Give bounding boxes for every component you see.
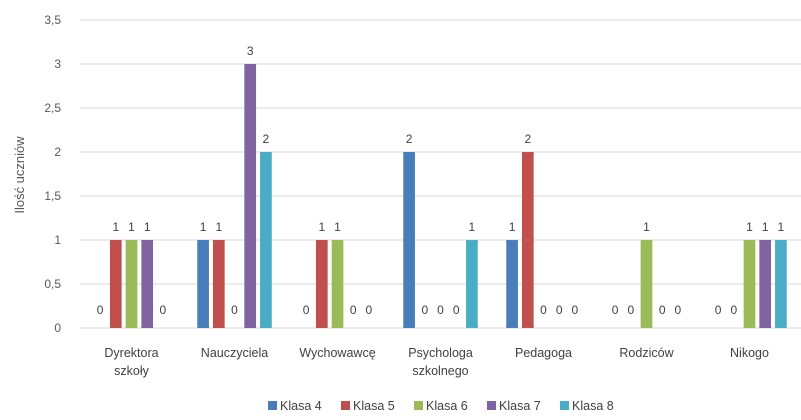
legend-swatch bbox=[341, 401, 350, 410]
x-axis-categories: Dyrektora szkoły Nauczyciela Wychowawcę Psyc… bbox=[104, 346, 769, 378]
legend-swatch bbox=[560, 401, 569, 410]
y-tick-label: 1,5 bbox=[44, 189, 61, 203]
y-tick-label: 0 bbox=[54, 321, 61, 335]
data-label: 0 bbox=[350, 303, 357, 317]
bar bbox=[109, 240, 122, 328]
bar bbox=[775, 240, 787, 328]
legend-swatch bbox=[268, 401, 277, 410]
data-label: 0 bbox=[303, 303, 310, 317]
data-label: 0 bbox=[437, 303, 444, 317]
data-label: 1 bbox=[334, 220, 341, 234]
data-label: 1 bbox=[746, 220, 753, 234]
bar bbox=[466, 240, 478, 328]
bar bbox=[331, 240, 344, 328]
data-label: 0 bbox=[659, 303, 666, 317]
bar bbox=[640, 240, 653, 328]
bar bbox=[141, 240, 154, 328]
category-label: Dyrektora bbox=[104, 346, 158, 360]
category-label: Nauczyciela bbox=[201, 346, 268, 360]
y-tick-label: 0,5 bbox=[44, 277, 61, 291]
bar bbox=[759, 240, 772, 328]
data-label: 1 bbox=[509, 220, 516, 234]
y-axis-ticks: 0 0,5 1 1,5 2 2,5 3 3,5 bbox=[44, 13, 61, 335]
data-label: 1 bbox=[128, 220, 135, 234]
data-label: 1 bbox=[200, 220, 207, 234]
category-label: Rodziców bbox=[619, 346, 674, 360]
data-label: 0 bbox=[612, 303, 619, 317]
category-label: szkoły bbox=[114, 364, 149, 378]
category-label: Wychowawcę bbox=[299, 346, 375, 360]
data-label: 0 bbox=[675, 303, 682, 317]
data-label: 1 bbox=[778, 220, 785, 234]
data-label: 0 bbox=[160, 303, 167, 317]
data-label: 3 bbox=[247, 44, 254, 58]
bars bbox=[109, 64, 787, 328]
y-tick-label: 3,5 bbox=[44, 13, 61, 27]
category-label: Psychologa bbox=[408, 346, 473, 360]
data-label: 0 bbox=[453, 303, 460, 317]
data-label: 1 bbox=[112, 220, 119, 234]
y-tick-label: 2 bbox=[54, 145, 61, 159]
data-label: 0 bbox=[556, 303, 563, 317]
data-label: 1 bbox=[762, 220, 769, 234]
data-label: 1 bbox=[215, 220, 222, 234]
bar bbox=[212, 240, 225, 328]
bar bbox=[244, 64, 257, 328]
bar bbox=[315, 240, 328, 328]
data-label: 2 bbox=[524, 132, 531, 146]
bar bbox=[506, 240, 518, 328]
category-label: Nikogo bbox=[730, 346, 769, 360]
category-label: Pedagoga bbox=[515, 346, 572, 360]
bar bbox=[197, 240, 209, 328]
y-axis-label: Ilość uczniów bbox=[12, 136, 27, 214]
legend-label: Klasa 8 bbox=[572, 399, 614, 413]
bar bbox=[743, 240, 756, 328]
legend-swatch bbox=[487, 401, 496, 410]
y-tick-label: 1 bbox=[54, 233, 61, 247]
gridlines bbox=[80, 19, 801, 329]
data-label: 0 bbox=[421, 303, 428, 317]
data-label: 1 bbox=[643, 220, 650, 234]
category-label: szkolnego bbox=[412, 364, 468, 378]
bar bbox=[260, 152, 272, 328]
y-tick-label: 2,5 bbox=[44, 101, 61, 115]
data-label: 1 bbox=[144, 220, 151, 234]
data-label: 0 bbox=[97, 303, 104, 317]
data-label: 0 bbox=[730, 303, 737, 317]
legend: Klasa 4 Klasa 5 Klasa 6 Klasa 7 Klasa 8 bbox=[268, 399, 614, 413]
legend-swatch bbox=[414, 401, 423, 410]
legend-label: Klasa 4 bbox=[280, 399, 322, 413]
legend-label: Klasa 5 bbox=[353, 399, 395, 413]
data-label: 1 bbox=[469, 220, 476, 234]
y-tick-label: 3 bbox=[54, 57, 61, 71]
bar bbox=[403, 152, 415, 328]
data-label: 2 bbox=[263, 132, 270, 146]
legend-label: Klasa 6 bbox=[426, 399, 468, 413]
legend-label: Klasa 7 bbox=[499, 399, 541, 413]
data-label: 2 bbox=[406, 132, 413, 146]
bar bbox=[521, 152, 534, 328]
data-label: 0 bbox=[715, 303, 722, 317]
bar bbox=[125, 240, 138, 328]
data-label: 0 bbox=[540, 303, 547, 317]
data-label: 0 bbox=[572, 303, 579, 317]
data-label: 0 bbox=[231, 303, 238, 317]
data-label: 0 bbox=[627, 303, 634, 317]
data-label: 0 bbox=[366, 303, 373, 317]
data-label: 1 bbox=[318, 220, 325, 234]
